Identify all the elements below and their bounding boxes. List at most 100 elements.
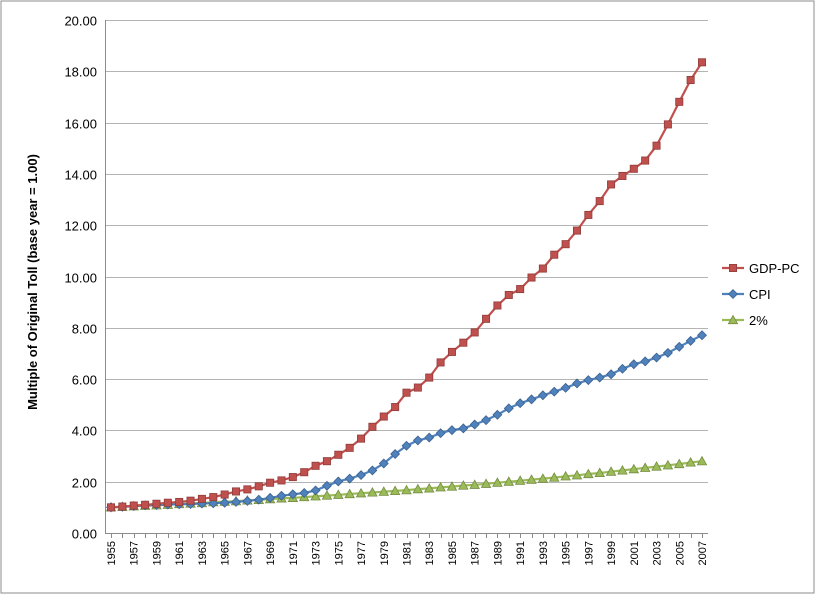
data-point xyxy=(389,485,401,496)
data-point xyxy=(163,498,172,507)
data-point xyxy=(675,97,684,106)
data-point xyxy=(209,493,218,502)
data-point xyxy=(673,458,685,469)
data-point xyxy=(482,314,491,323)
legend-entry: GDP-PC xyxy=(722,261,800,276)
data-point xyxy=(401,484,412,495)
data-point xyxy=(310,485,321,496)
data-point xyxy=(606,369,617,380)
y-axis-label: Multiple of Original Toll (base year = 1… xyxy=(25,154,40,410)
data-point xyxy=(287,489,298,500)
data-point xyxy=(605,466,617,476)
data-point xyxy=(492,409,503,420)
data-point xyxy=(469,419,480,430)
data-point xyxy=(639,462,651,472)
data-point xyxy=(458,423,469,434)
data-point xyxy=(617,464,628,475)
data-point xyxy=(446,425,457,436)
data-point xyxy=(514,475,526,485)
series-gdp-pc xyxy=(107,58,707,512)
y-tick-label: 16.00 xyxy=(64,117,97,132)
data-point xyxy=(220,490,229,499)
data-point xyxy=(141,500,150,509)
y-tick-label: 14.00 xyxy=(64,168,97,183)
legend-marker xyxy=(727,314,739,325)
data-point xyxy=(322,457,331,466)
data-point xyxy=(652,141,661,150)
data-point xyxy=(663,120,672,129)
y-axis-tick-labels: 0.00 2.00 4.00 6.00 8.00 10.00 12.00 14.00 16.00… xyxy=(64,14,97,542)
data-point xyxy=(242,495,253,506)
data-point xyxy=(152,499,161,508)
data-point xyxy=(480,478,492,488)
x-tick-label: 1989 xyxy=(492,541,504,565)
data-point xyxy=(277,476,286,485)
x-tick-label: 1977 xyxy=(356,541,368,565)
data-point xyxy=(253,494,264,505)
data-point xyxy=(197,494,206,503)
data-point xyxy=(607,180,616,189)
data-point xyxy=(265,492,276,503)
y-tick-label: 0.00 xyxy=(72,527,97,542)
legend-marker xyxy=(729,263,738,272)
data-point xyxy=(254,482,263,491)
data-point xyxy=(367,465,378,476)
data-point xyxy=(333,489,344,499)
data-point xyxy=(334,450,343,459)
x-tick-label: 2005 xyxy=(674,541,686,565)
data-point xyxy=(436,358,445,367)
x-tick-label: 1997 xyxy=(583,541,595,565)
data-point xyxy=(504,290,513,299)
data-point xyxy=(379,412,388,421)
x-tick-label: 1969 xyxy=(265,541,277,565)
data-point xyxy=(186,496,195,505)
data-point xyxy=(300,468,309,477)
data-point xyxy=(367,487,378,497)
x-tick-label: 1967 xyxy=(242,541,254,565)
data-point xyxy=(537,390,548,401)
data-point xyxy=(107,503,116,512)
x-tick-label: 2007 xyxy=(697,541,709,565)
data-point xyxy=(344,473,355,484)
data-point xyxy=(310,490,321,501)
data-point xyxy=(698,58,707,67)
data-point xyxy=(526,474,537,484)
data-point xyxy=(266,478,275,487)
data-point xyxy=(219,497,230,508)
data-point xyxy=(515,398,526,409)
data-point xyxy=(458,480,469,490)
x-tick-label: 1957 xyxy=(129,541,141,565)
x-tick-label: 1987 xyxy=(470,541,482,565)
data-point xyxy=(572,226,581,235)
data-point xyxy=(560,470,571,481)
y-tick-label: 4.00 xyxy=(72,424,97,439)
x-tick-label: 1985 xyxy=(447,541,459,565)
data-point xyxy=(412,483,424,494)
data-point xyxy=(618,171,627,180)
data-point xyxy=(129,501,138,510)
data-point xyxy=(572,378,582,389)
axes xyxy=(105,20,708,538)
data-point xyxy=(459,338,468,347)
data-point xyxy=(412,435,423,446)
data-point xyxy=(629,164,638,173)
y-tick-label: 12.00 xyxy=(64,219,97,234)
x-tick-label: 1979 xyxy=(379,541,391,565)
data-point xyxy=(481,415,492,426)
data-point xyxy=(696,455,708,466)
data-point xyxy=(685,335,696,346)
data-point xyxy=(628,463,640,474)
x-axis-tick-labels: 1955 1957 1959 1961 1963 1965 1967 1969 1971 1973… xyxy=(106,541,709,565)
x-tick-label: 1975 xyxy=(333,541,345,565)
data-point xyxy=(550,250,559,259)
data-point xyxy=(493,301,502,310)
data-point xyxy=(288,473,297,482)
data-point xyxy=(232,487,241,496)
data-point xyxy=(640,356,651,367)
data-point xyxy=(447,347,456,356)
data-point xyxy=(470,328,479,337)
data-point xyxy=(560,382,571,393)
x-tick-label: 1959 xyxy=(151,541,163,565)
data-point xyxy=(378,458,389,469)
